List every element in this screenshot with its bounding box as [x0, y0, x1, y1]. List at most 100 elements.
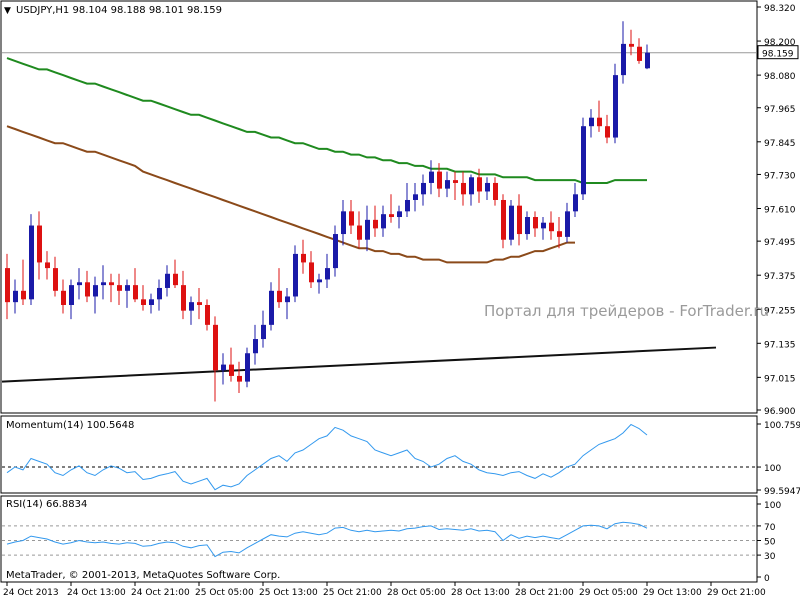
candle: [309, 251, 314, 288]
candle-body: [445, 180, 450, 189]
candle-body: [197, 302, 202, 305]
candle: [317, 273, 322, 294]
time-tick-label: 29 Oct 21:00: [707, 588, 766, 598]
momentum-panel[interactable]: [0, 415, 758, 494]
candle: [125, 279, 130, 308]
time-tick-label: 24 Oct 2013: [3, 588, 59, 598]
candle-body: [637, 46, 642, 61]
candle-body: [213, 324, 218, 371]
candle-body: [261, 324, 266, 340]
price-tick-label: 97.495: [764, 238, 796, 248]
candle-body: [509, 205, 514, 240]
rsi-tick-label: 0: [764, 574, 770, 584]
candle: [221, 353, 226, 385]
candle: [117, 273, 122, 305]
candle: [181, 270, 186, 320]
candle: [157, 279, 162, 311]
candle-body: [317, 279, 322, 283]
candle: [517, 194, 522, 246]
price-tick-label: 98.200: [764, 38, 796, 48]
candle: [645, 44, 650, 70]
candle-body: [333, 234, 338, 269]
candle: [541, 217, 546, 240]
candle-body: [245, 353, 250, 382]
candle: [149, 293, 154, 314]
candle-body: [293, 253, 298, 297]
candle: [597, 100, 602, 132]
candle-body: [541, 222, 546, 229]
current-price-label-box: [757, 45, 799, 60]
candle-body: [397, 211, 402, 218]
main-header: USDJPY,H1 98.104 98.188 98.101 98.159: [16, 5, 222, 16]
candle: [85, 270, 90, 303]
price-panel[interactable]: [0, 0, 758, 414]
price-tick-label: 97.845: [764, 139, 796, 149]
ma-fast-line: [6, 57, 647, 184]
candle: [557, 217, 562, 249]
candle: [461, 171, 466, 206]
price-tick-label: 97.610: [764, 206, 796, 216]
candle: [629, 29, 634, 56]
time-tick-label: 24 Oct 21:00: [131, 588, 190, 598]
candle: [141, 285, 146, 311]
candle: [61, 279, 66, 314]
candle-body: [5, 268, 10, 303]
price-tick-label: 97.730: [764, 171, 796, 181]
candle: [381, 205, 386, 237]
candle: [605, 114, 610, 144]
candle: [69, 279, 74, 320]
candle-body: [109, 282, 114, 286]
candle-body: [373, 219, 378, 229]
rsi-tick-label: 50: [764, 538, 776, 548]
candle-body: [645, 52, 650, 69]
candle: [245, 347, 250, 388]
candle-body: [485, 182, 490, 192]
candle: [437, 163, 442, 198]
candle-body: [221, 364, 226, 371]
candle-body: [597, 117, 602, 127]
candle: [93, 276, 98, 314]
candle: [197, 287, 202, 320]
candle: [421, 174, 426, 206]
momentum-tick-label: 99.5947: [764, 487, 800, 497]
candle-body: [117, 285, 122, 291]
candle-body: [101, 282, 106, 286]
candle-body: [13, 290, 18, 303]
time-tick-label: 29 Oct 13:00: [643, 588, 702, 598]
candle: [373, 205, 378, 237]
candle-body: [421, 182, 426, 195]
copyright-text: MetaTrader, © 2001-2013, MetaQuotes Soft…: [6, 570, 280, 581]
time-tick-label: 28 Oct 21:00: [515, 588, 574, 598]
candle: [341, 199, 346, 246]
candle-body: [501, 199, 506, 240]
candle: [533, 211, 538, 237]
rsi-tick-label: 30: [764, 552, 776, 562]
candle-body: [125, 285, 130, 291]
candle-body: [405, 199, 410, 212]
candle-body: [53, 268, 58, 291]
candle-body: [605, 126, 610, 138]
time-tick-label: 25 Oct 13:00: [259, 588, 318, 598]
time-tick-label: 29 Oct 05:00: [579, 588, 638, 598]
candle: [53, 256, 58, 297]
candle-body: [525, 217, 530, 235]
candle: [133, 268, 138, 303]
collapse-arrow-icon[interactable]: ▼: [4, 6, 11, 16]
candle-body: [557, 231, 562, 237]
candle: [21, 259, 26, 305]
candle: [165, 265, 170, 297]
candle-body: [37, 225, 42, 263]
candle-body: [469, 177, 474, 195]
rsi-panel[interactable]: [0, 495, 758, 583]
time-tick-label: 25 Oct 05:00: [195, 588, 254, 598]
candle: [413, 182, 418, 212]
candle: [293, 245, 298, 303]
candle-body: [173, 273, 178, 286]
price-tick-label: 97.965: [764, 105, 796, 115]
candle: [237, 361, 242, 393]
candle: [613, 63, 618, 144]
candle: [301, 239, 306, 274]
candle: [229, 347, 234, 382]
